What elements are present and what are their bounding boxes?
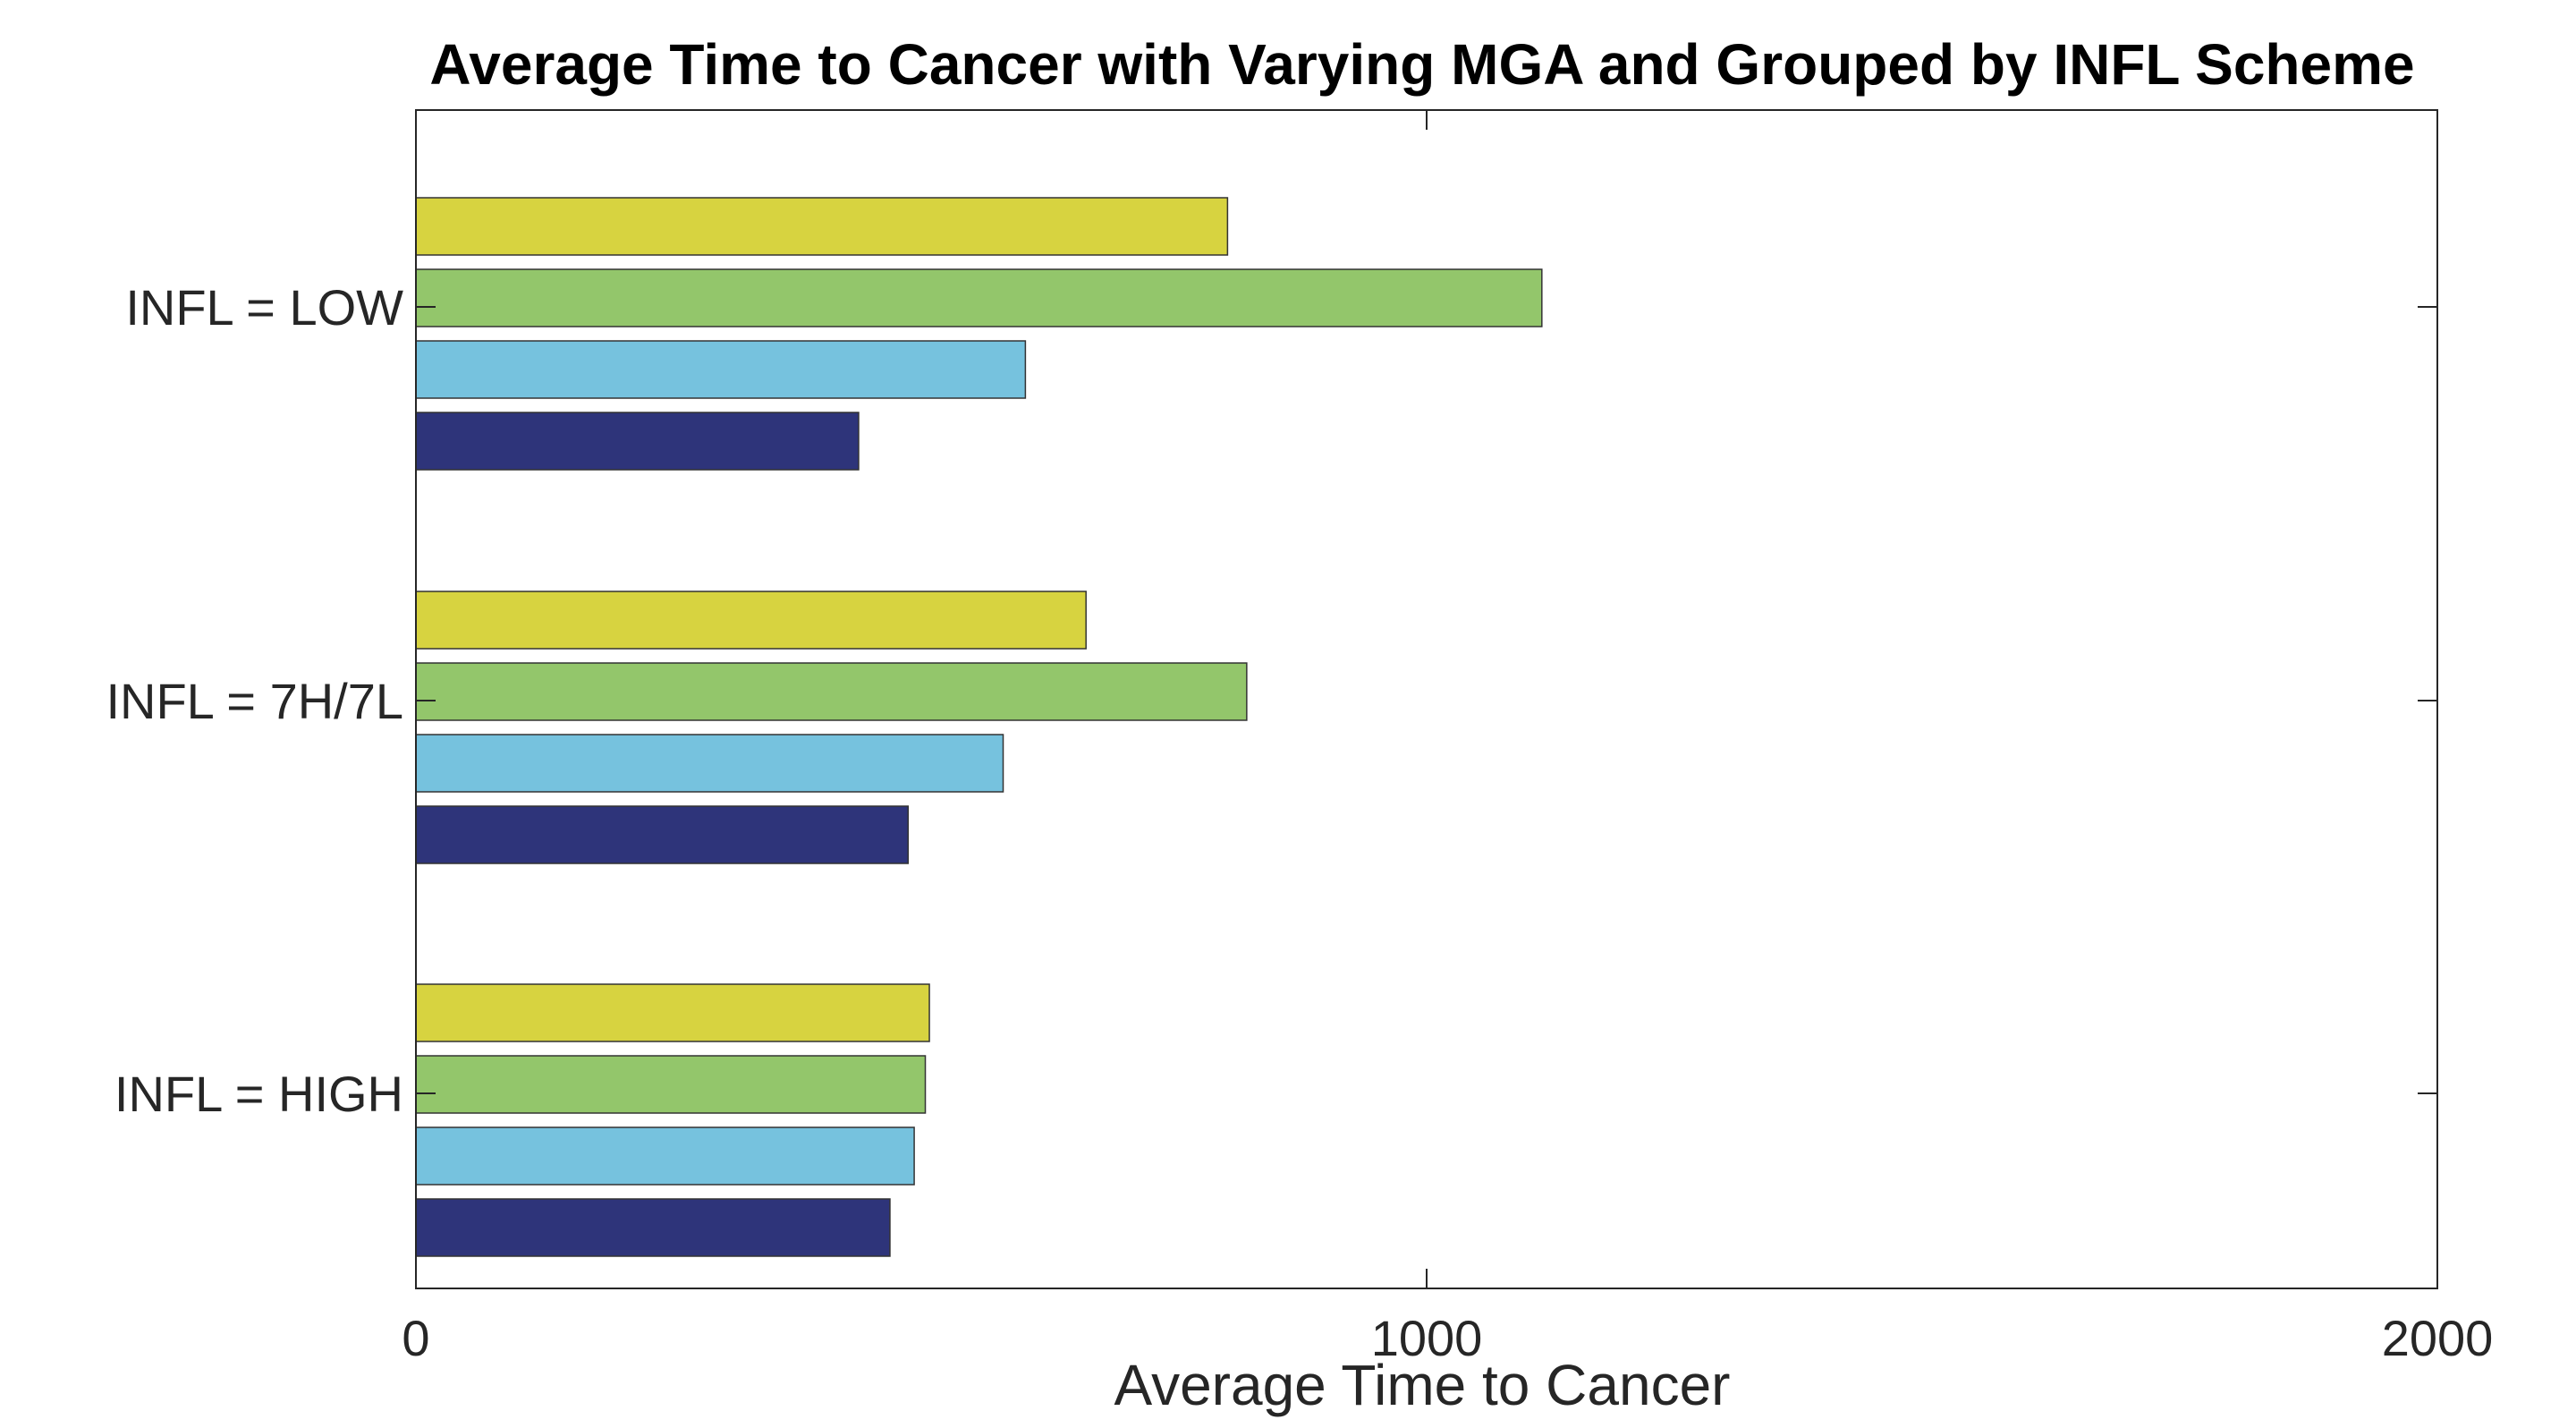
- bar-series-4-0: [415, 412, 860, 471]
- bar-series-1-2: [415, 983, 930, 1042]
- bar-series-2-1: [415, 662, 1248, 721]
- bar-series-3-0: [415, 340, 1027, 399]
- y-tick-label: INFL = LOW: [125, 279, 403, 336]
- bar-series-1-1: [415, 591, 1087, 650]
- x-tick-label: 0: [402, 1310, 429, 1366]
- bars-layer: [415, 197, 1543, 1257]
- bar-series-2-0: [415, 268, 1543, 327]
- y-tick-label: INFL = 7H/7L: [106, 673, 403, 729]
- bar-series-4-2: [415, 1198, 891, 1257]
- x-tick-label: 2000: [2382, 1310, 2494, 1366]
- x-tick-label: 1000: [1371, 1310, 1483, 1366]
- y-tick-label: INFL = HIGH: [114, 1066, 403, 1122]
- bar-series-4-1: [415, 805, 910, 864]
- axes-layer: 0 1000 2000 INFL = LOW INFL = 7H/7L INFL = HI…: [106, 109, 2494, 1366]
- bar-series-3-1: [415, 734, 1004, 793]
- chart-title: Average Time to Cancer with Varying MGA …: [429, 32, 2414, 97]
- bar-series-1-0: [415, 197, 1229, 256]
- bar-series-3-2: [415, 1126, 915, 1186]
- bar-series-2-2: [415, 1055, 927, 1114]
- x-axis-label: Average Time to Cancer: [1114, 1353, 1731, 1417]
